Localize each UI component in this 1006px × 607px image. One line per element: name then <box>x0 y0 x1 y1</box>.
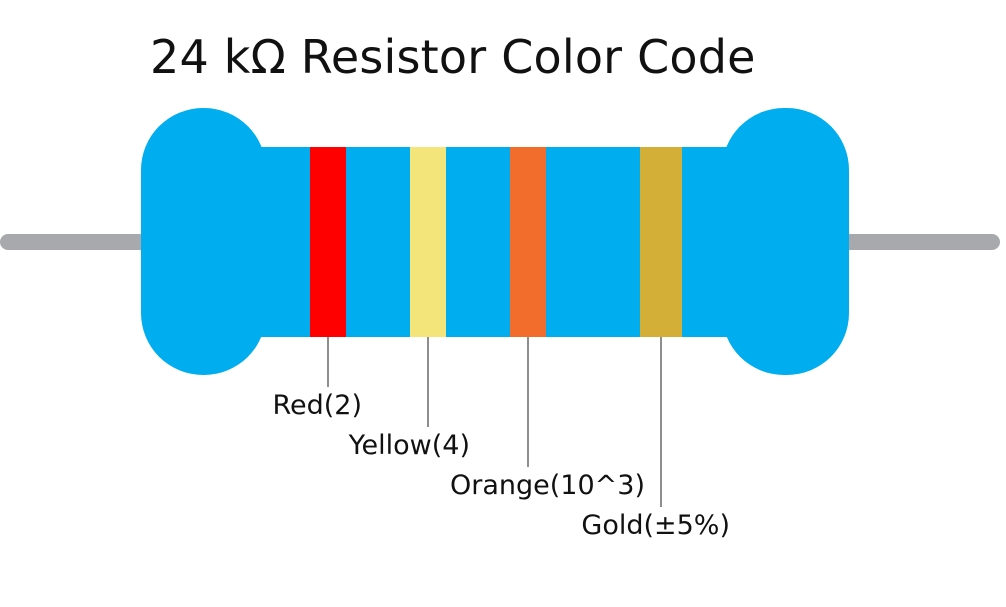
page-title: 24 kΩ Resistor Color Code <box>150 30 756 84</box>
band-label-orange: Orange(10^3) <box>450 470 645 501</box>
resistor-body <box>141 108 849 375</box>
band-label-red: Red(2) <box>272 390 362 421</box>
band-label-yellow: Yellow(4) <box>348 430 470 461</box>
band-yellow <box>410 147 446 337</box>
band-gold <box>640 147 682 337</box>
band-orange <box>510 147 546 337</box>
band-red <box>310 147 346 337</box>
band-label-gold: Gold(±5%) <box>581 510 730 541</box>
